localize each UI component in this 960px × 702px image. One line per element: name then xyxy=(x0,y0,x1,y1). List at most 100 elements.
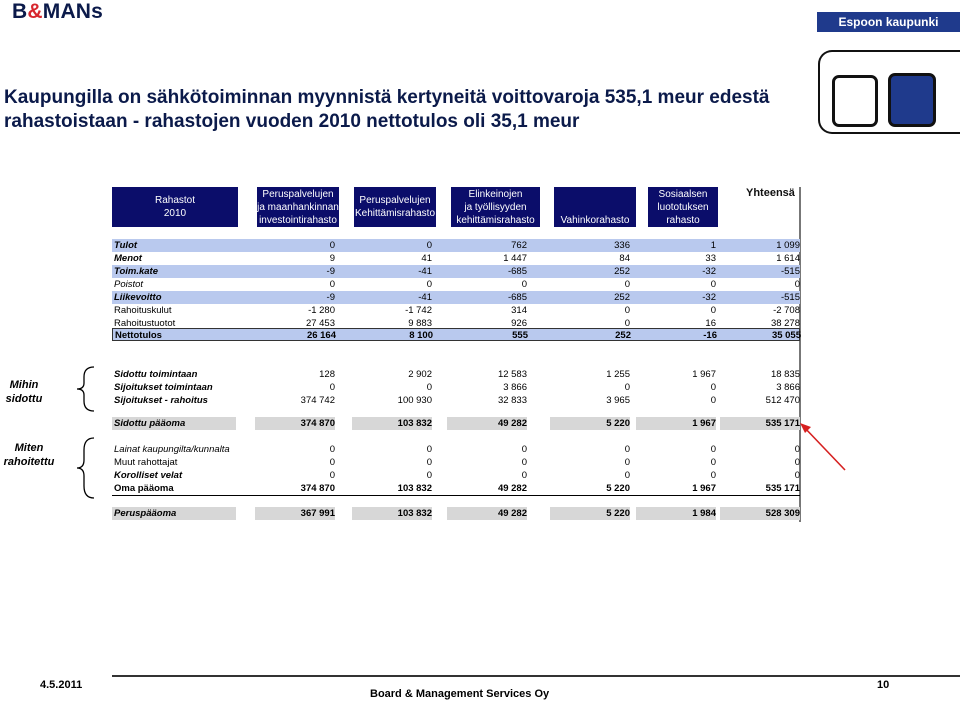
table-cell: 49 282 xyxy=(447,507,527,520)
client-name: Espoon kaupunki xyxy=(817,12,960,32)
decorative-card-outline xyxy=(832,75,878,127)
table-cell: 49 282 xyxy=(447,417,527,430)
decorative-card-filled xyxy=(888,73,936,127)
table-cell: 26 164 xyxy=(306,330,336,341)
table-cell: 1 967 xyxy=(692,369,716,380)
table-cell: 0 xyxy=(624,305,630,316)
table-cell: 0 xyxy=(624,382,630,393)
table-cell: 336 xyxy=(614,240,630,251)
brace-icon xyxy=(76,366,95,412)
table-cell: 128 xyxy=(319,369,335,380)
footer-divider xyxy=(112,675,960,677)
table-cell: 374 742 xyxy=(300,395,335,406)
table-cell: 9 xyxy=(329,253,335,264)
table-cell: 0 xyxy=(710,305,716,316)
table-cell: 3 866 xyxy=(776,382,800,393)
table-row: Lainat kaupungilta/kunnalta 0 0 0 0 0 0 xyxy=(112,443,800,456)
table-cell: 16 xyxy=(705,318,716,329)
table-cell: 49 282 xyxy=(497,483,527,494)
table-cell: 0 xyxy=(426,279,432,290)
table-row: Sijoitukset toimintaan 0 0 3 866 0 0 3 866 xyxy=(112,381,800,394)
table-cell: 0 xyxy=(794,470,800,481)
table-cell: 1 255 xyxy=(606,369,630,380)
table-cell: 1 984 xyxy=(636,507,716,520)
table-cell: 0 xyxy=(624,457,630,468)
table-cell: 1 099 xyxy=(776,240,800,251)
table-row: Rahoitustuotot 27 453 9 883 926 0 16 38 278 xyxy=(112,317,800,330)
table-cell: -41 xyxy=(418,266,432,277)
table-cell: 103 832 xyxy=(352,507,432,520)
page-number: 10 xyxy=(877,679,890,691)
table-cell: -16 xyxy=(703,330,717,341)
table-cell: 38 278 xyxy=(770,318,800,329)
slide-title: Kaupungilla on sähkötoiminnan myynnistä … xyxy=(4,87,770,132)
corner-line-1: Rahastot xyxy=(154,195,196,206)
arrow-icon xyxy=(800,423,846,471)
table-cell: 35 055 xyxy=(771,330,801,341)
table-row: Muut rahottajat 0 0 0 0 0 0 xyxy=(112,456,800,469)
table-cell: 0 xyxy=(329,444,335,455)
table-cell: 0 xyxy=(521,457,527,468)
table-cell: 5 220 xyxy=(550,507,630,520)
row-label: Rahoitustuotot xyxy=(114,318,176,329)
brace-icon xyxy=(76,437,95,499)
table-cell: 5 220 xyxy=(550,417,630,430)
row-label: Liikevoitto xyxy=(114,292,162,303)
table-cell: 314 xyxy=(511,305,527,316)
table-cell: 0 xyxy=(624,279,630,290)
table-cell: -1 280 xyxy=(308,305,335,316)
table-cell: 0 xyxy=(426,240,432,251)
table-cell: 1 xyxy=(710,240,716,251)
table-cell: 762 xyxy=(511,240,527,251)
table-row: Sijoitukset - rahoitus 374 742 100 930 32 8… xyxy=(112,394,800,407)
table-row: Korolliset velat 0 0 0 0 0 0 xyxy=(112,469,800,482)
table-cell: 84 xyxy=(619,253,630,264)
table-row: Liikevoitto -9 -41 -685 252 -32 -515 xyxy=(112,291,800,304)
table-cell: 0 xyxy=(710,457,716,468)
column-header-3: Elinkeinojen ja työllisyyden kehittämisrah… xyxy=(451,187,540,227)
table-row: Menot 9 41 1 447 84 33 1 614 xyxy=(112,252,800,265)
footer-date: 4.5.2011 xyxy=(40,679,83,691)
table-cell: -515 xyxy=(780,266,800,277)
table-cell: 0 xyxy=(426,470,432,481)
logo: B&MANs xyxy=(12,0,104,23)
table-cell: -32 xyxy=(702,292,716,303)
table-cell: 0 xyxy=(710,395,716,406)
table-cell: 374 870 xyxy=(255,417,335,430)
table-cell: 512 470 xyxy=(765,395,800,406)
table-cell: 3 866 xyxy=(503,382,527,393)
row-label: Toim.kate xyxy=(114,266,158,277)
total-column-divider xyxy=(799,187,801,522)
table-cell: 0 xyxy=(624,470,630,481)
table-cell: 0 xyxy=(710,382,716,393)
table-corner-header: Rahastot 2010 xyxy=(112,187,238,227)
table-row: Rahoituskulut -1 280 -1 742 314 0 0 -2 708 xyxy=(112,304,800,317)
table-cell: 103 832 xyxy=(352,417,432,430)
column-header-4: Vahinkorahasto xyxy=(554,187,636,227)
row-label: Poistot xyxy=(114,279,144,290)
table-cell: -9 xyxy=(326,266,335,277)
table-cell: 0 xyxy=(521,279,527,290)
table-cell: 926 xyxy=(511,318,527,329)
row-label: Oma pääoma xyxy=(114,483,174,494)
table-cell: 252 xyxy=(614,266,630,277)
table-cell: 0 xyxy=(329,279,335,290)
table-row: Toim.kate -9 -41 -685 252 -32 -515 xyxy=(112,265,800,278)
table-cell: 0 xyxy=(710,470,716,481)
table-cell: 367 991 xyxy=(255,507,335,520)
table-cell: 0 xyxy=(329,470,335,481)
row-label: Nettotulos xyxy=(115,330,162,341)
table-cell: 252 xyxy=(615,330,631,341)
table-cell: 252 xyxy=(614,292,630,303)
row-label: Menot xyxy=(114,253,142,264)
row-label: Sijoitukset - rahoitus xyxy=(114,395,208,406)
table-cell: -9 xyxy=(326,292,335,303)
table-cell: -32 xyxy=(702,266,716,277)
row-label: Korolliset velat xyxy=(114,470,183,481)
table-cell: 0 xyxy=(794,444,800,455)
row-label: Sidottu pääoma xyxy=(112,417,236,430)
footer-company: Board & Management Services Oy xyxy=(370,688,550,700)
column-header-2: Peruspalvelujen Kehittämisrahasto xyxy=(354,187,436,227)
table-cell: 33 xyxy=(705,253,716,264)
table-cell: 0 xyxy=(794,457,800,468)
